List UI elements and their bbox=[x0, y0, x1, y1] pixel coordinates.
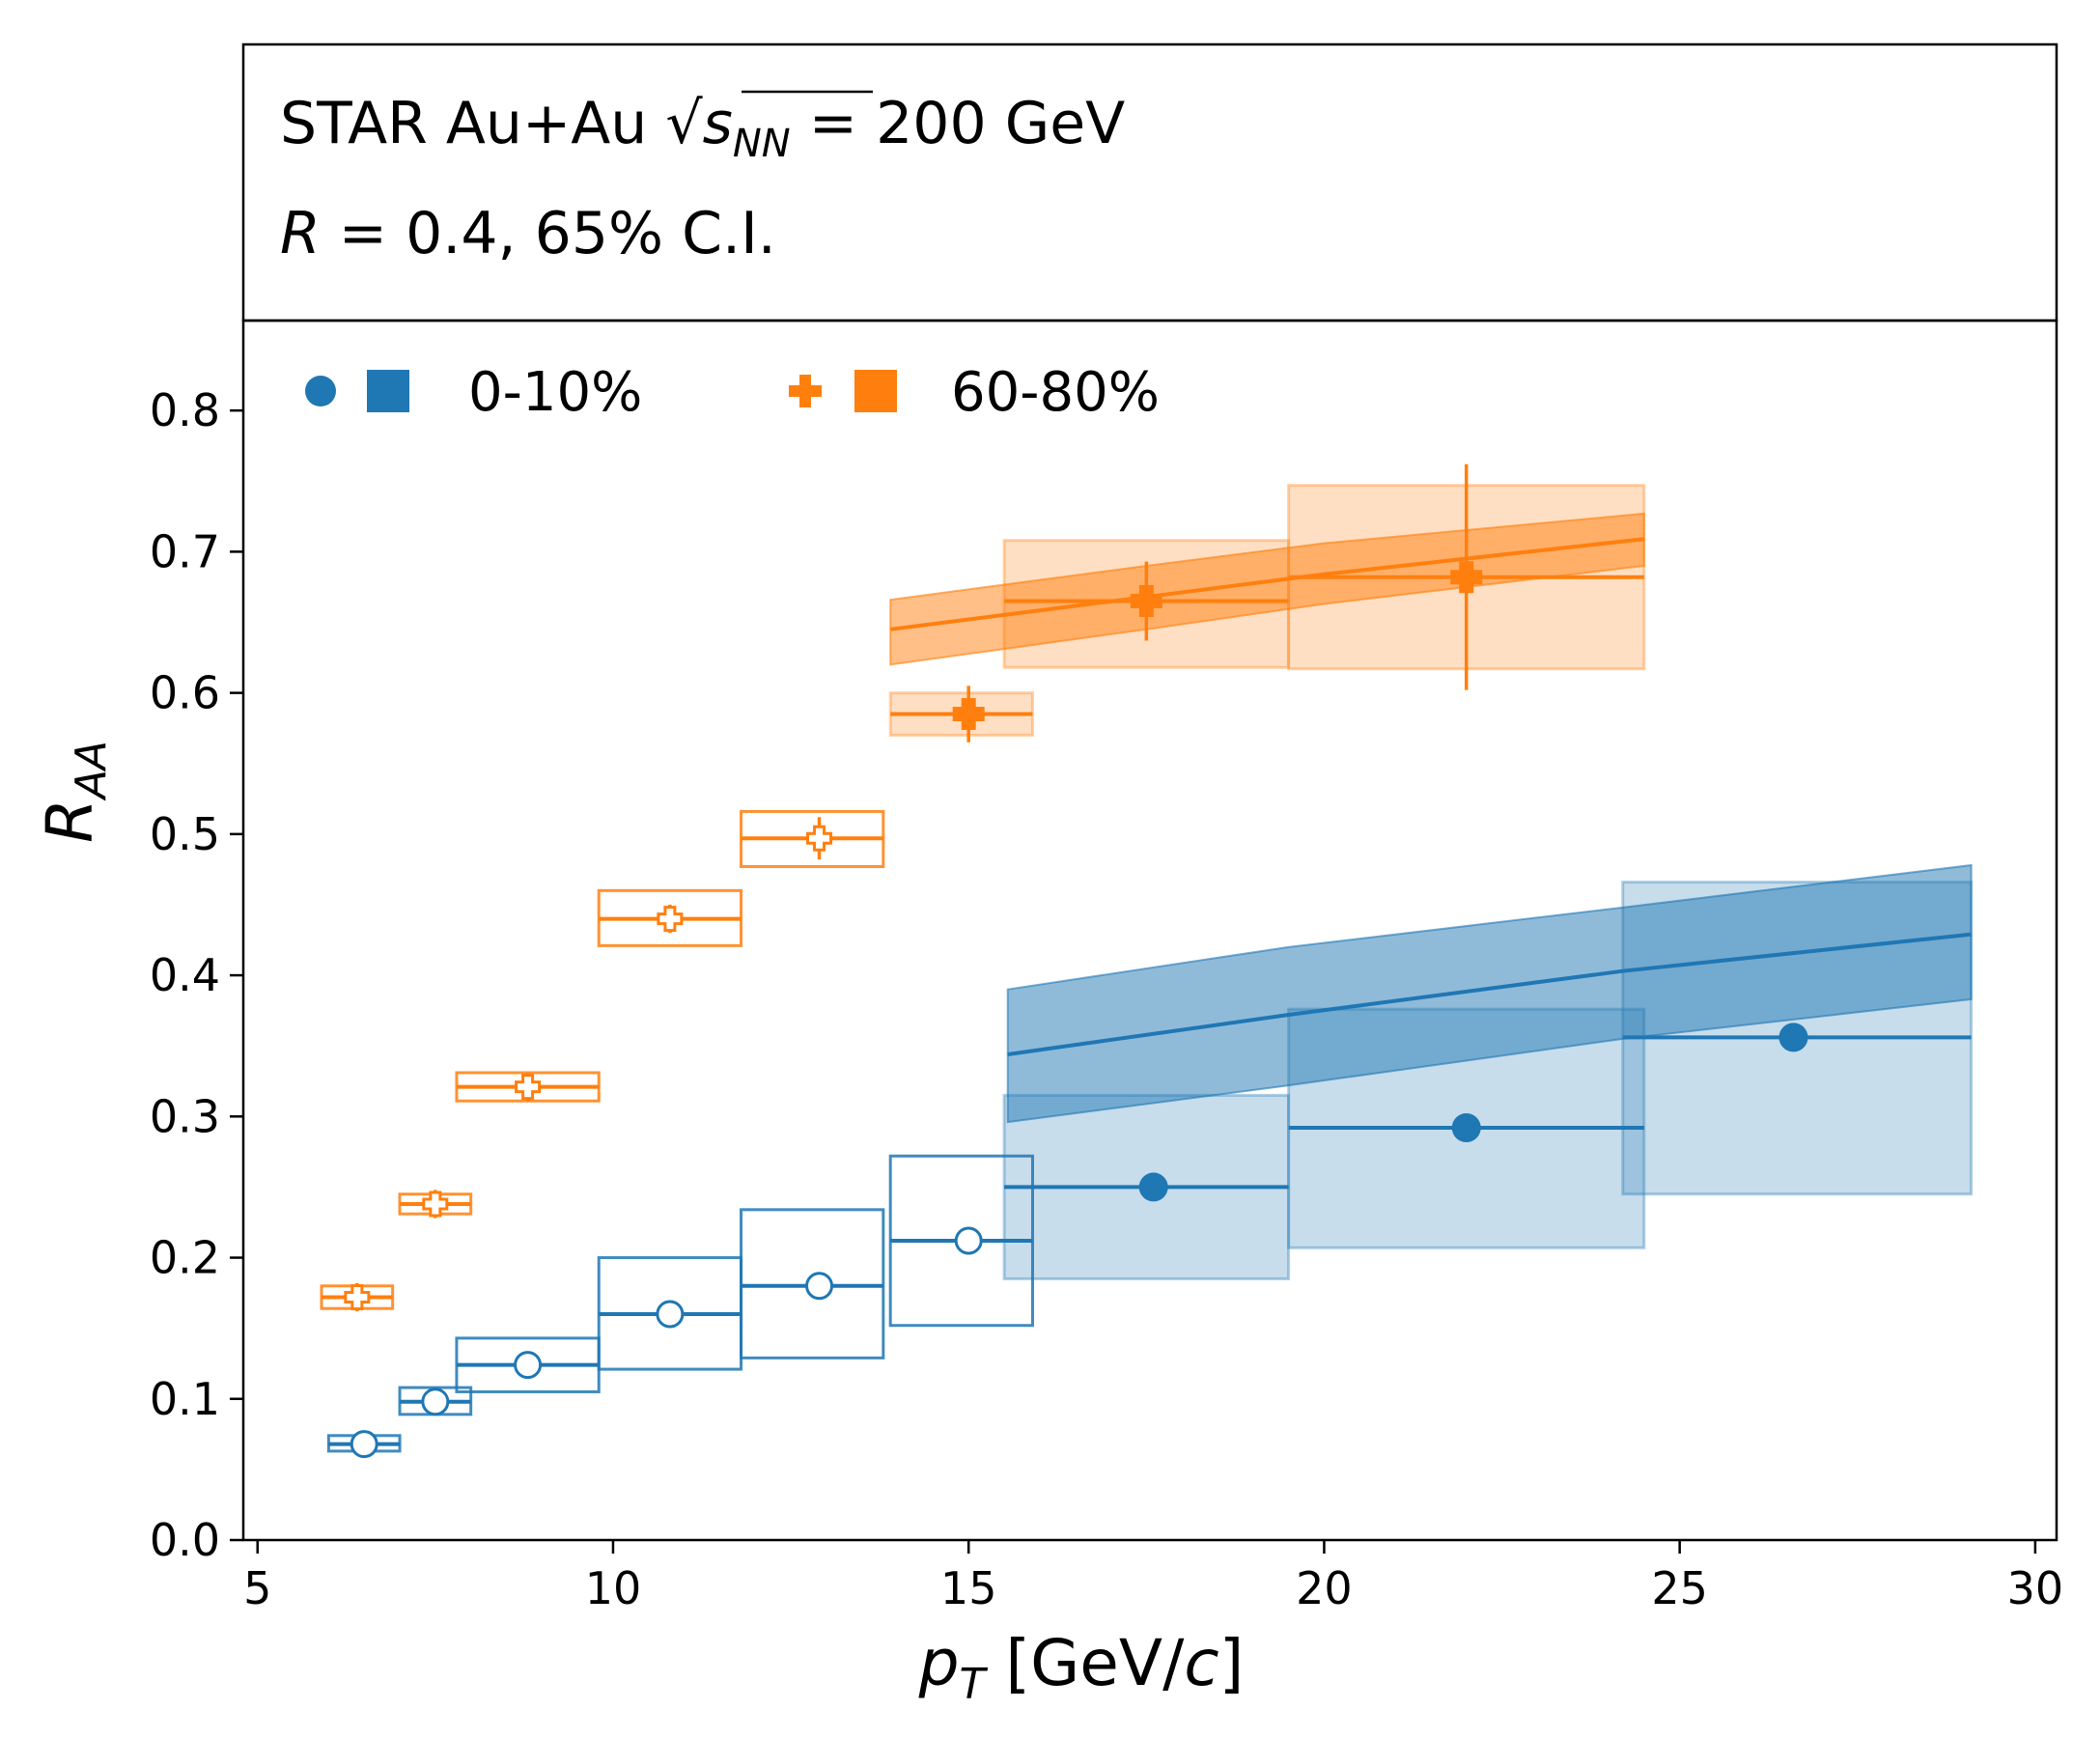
y-tick-label: 0.0 bbox=[150, 1514, 220, 1566]
marker-circle-filled-central bbox=[1778, 1023, 1808, 1052]
header-line2: R = 0.4, 65% C.I. bbox=[280, 200, 776, 267]
theory-band-peripheral bbox=[889, 512, 1645, 666]
x-tick-label: 20 bbox=[1296, 1562, 1353, 1614]
marker-circle-open-central bbox=[350, 1430, 378, 1459]
x-tick-label: 5 bbox=[243, 1562, 271, 1614]
header-line1: STAR Au+Au √sNN = 200 GeV bbox=[280, 90, 1125, 166]
legend: 0-10% 60-80% bbox=[305, 361, 1160, 424]
marker-plus-peripheral bbox=[422, 1191, 449, 1218]
legend-marker-plus bbox=[789, 375, 822, 407]
marker-circle-open-central bbox=[954, 1226, 983, 1255]
theory-band-central bbox=[1006, 863, 1973, 1124]
x-tick-label: 30 bbox=[2007, 1562, 2064, 1614]
y-tick-label: 0.7 bbox=[150, 525, 220, 577]
y-tick-label: 0.6 bbox=[150, 667, 220, 719]
sqrt-sub: NN bbox=[733, 122, 791, 166]
data-points bbox=[344, 561, 1808, 1459]
marker-plus-peripheral bbox=[515, 1074, 542, 1101]
theory-band-center-peripheral bbox=[889, 537, 1645, 631]
x-axis-label: pT [GeV/c] bbox=[918, 1626, 1245, 1709]
y-tick-label: 0.2 bbox=[150, 1232, 220, 1284]
legend-marker-circle bbox=[305, 376, 336, 406]
y-axis-label: RAA bbox=[33, 741, 116, 843]
header-panel: STAR Au+Au √sNN = 200 GeV R = 0.4, 65% C… bbox=[241, 42, 2058, 322]
sys-box-open-central bbox=[740, 1208, 885, 1360]
theory-band-center-central bbox=[1007, 932, 1972, 1056]
plot-frame bbox=[241, 319, 2058, 1542]
marker-circle-open-central bbox=[805, 1272, 834, 1301]
y-tick-label: 0.5 bbox=[150, 808, 220, 860]
x-tick-label: 15 bbox=[940, 1562, 997, 1614]
marker-plus-peripheral bbox=[344, 1283, 371, 1310]
y-tick-label: 0.3 bbox=[150, 1090, 220, 1142]
marker-plus-peripheral bbox=[806, 825, 833, 852]
marker-plus-peripheral bbox=[1450, 561, 1483, 594]
legend-label-60-80: 60-80% bbox=[951, 361, 1160, 424]
legend-swatch-0-10 bbox=[367, 370, 409, 412]
legend-label-0-10: 0-10% bbox=[468, 361, 642, 424]
y-tick-label: 0.8 bbox=[150, 384, 220, 436]
y-tick-label: 0.1 bbox=[150, 1373, 220, 1425]
sqrt-s: s bbox=[703, 90, 733, 157]
marker-plus-peripheral bbox=[1130, 585, 1162, 618]
axis-ticks: 5 10 15 20 25 30 0.0 0.1 0.2 0.3 0.4 0.5 0.6 0.7 0.8 bbox=[150, 384, 2063, 1614]
marker-circle-open-central bbox=[421, 1388, 450, 1416]
marker-circle-open-central bbox=[514, 1351, 543, 1380]
x-tick-label: 10 bbox=[585, 1562, 642, 1614]
theory-bands bbox=[889, 512, 1973, 1124]
legend-swatch-60-80 bbox=[854, 370, 897, 412]
marker-circle-filled-central bbox=[1138, 1172, 1168, 1202]
marker-circle-open-central bbox=[656, 1300, 685, 1329]
marker-circle-filled-central bbox=[1451, 1113, 1481, 1143]
marker-plus-peripheral bbox=[657, 906, 684, 933]
x-tick-label: 25 bbox=[1651, 1562, 1708, 1614]
y-tick-label: 0.4 bbox=[150, 949, 220, 1001]
marker-plus-peripheral bbox=[952, 698, 985, 731]
sqrt-symbol: √ bbox=[665, 90, 703, 157]
